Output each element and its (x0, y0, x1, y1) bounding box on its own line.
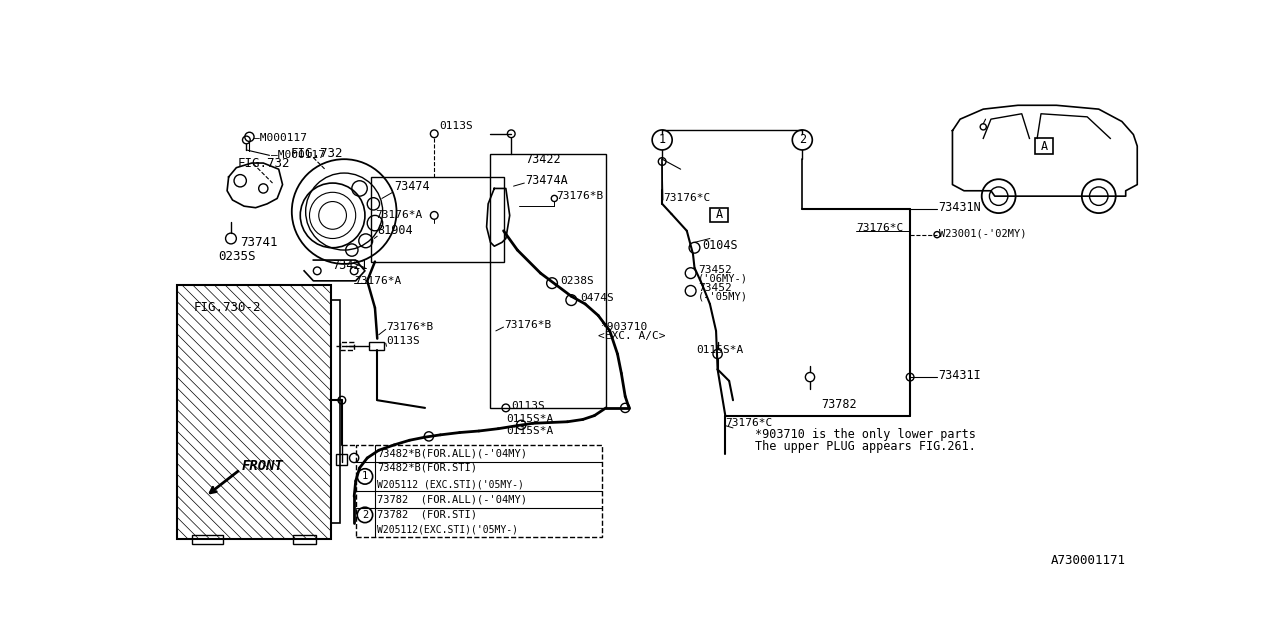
Text: 0235S: 0235S (219, 250, 256, 262)
Text: 73431I: 73431I (938, 369, 982, 382)
Text: FIG.730-2: FIG.730-2 (195, 301, 261, 314)
Text: A730001171: A730001171 (1051, 554, 1125, 567)
Text: 73176*A: 73176*A (355, 276, 402, 286)
Bar (340, 342, 355, 350)
Text: <EXC. A/C>: <EXC. A/C> (598, 332, 666, 341)
Text: 2: 2 (362, 510, 369, 520)
Text: 73176*B: 73176*B (387, 322, 434, 332)
Text: 1: 1 (659, 133, 666, 147)
Text: W23001(-'02MY): W23001(-'02MY) (938, 228, 1027, 238)
Text: 73176*C: 73176*C (856, 223, 904, 234)
Text: 73431N: 73431N (938, 201, 982, 214)
Text: 0115S*A: 0115S*A (506, 426, 553, 436)
Text: ('06MY-): ('06MY-) (699, 273, 749, 284)
Bar (369, 342, 384, 350)
Bar (177, 285, 332, 539)
Bar (192, 535, 223, 544)
Text: 73176*C: 73176*C (726, 419, 773, 428)
Text: 73452: 73452 (699, 265, 732, 275)
Text: 81904: 81904 (378, 224, 413, 237)
Text: 73176*B: 73176*B (556, 191, 603, 201)
Bar (371, 177, 503, 262)
Bar (337, 454, 347, 465)
Text: A: A (716, 208, 723, 221)
Text: 73176*B: 73176*B (504, 320, 552, 330)
Text: 73452: 73452 (699, 283, 732, 292)
Text: 73482*B(FOR.ALL)(-'04MY): 73482*B(FOR.ALL)(-'04MY) (378, 449, 527, 458)
Text: 73782  (FOR.ALL)(-'04MY): 73782 (FOR.ALL)(-'04MY) (378, 495, 527, 504)
Bar (356, 445, 602, 537)
Text: 1: 1 (362, 472, 369, 481)
Text: —M000117: —M000117 (253, 133, 307, 143)
Text: 0238S: 0238S (561, 276, 594, 286)
Text: *903710 is the only lower parts: *903710 is the only lower parts (755, 428, 975, 442)
Text: 73782  (FOR.STI): 73782 (FOR.STI) (378, 510, 477, 520)
Text: 73482*B(FOR.STI): 73482*B(FOR.STI) (378, 463, 477, 473)
Text: FRONT: FRONT (242, 459, 284, 473)
Bar (332, 300, 340, 524)
Text: The upper PLUG appears FIG.261.: The upper PLUG appears FIG.261. (755, 440, 975, 453)
Text: 0474S: 0474S (580, 292, 613, 303)
Text: 73782: 73782 (822, 397, 858, 410)
Circle shape (652, 130, 672, 150)
Text: A: A (1041, 140, 1047, 152)
Text: —M000117: —M000117 (271, 150, 325, 161)
Text: 73176*C: 73176*C (664, 193, 710, 203)
Bar (490, 154, 605, 408)
Bar (710, 208, 728, 221)
Bar (1034, 138, 1053, 154)
Text: 2: 2 (799, 133, 806, 147)
Text: 73421: 73421 (333, 259, 369, 272)
Text: 0113S: 0113S (511, 401, 545, 411)
Text: W205112(EXC.STI)('05MY-): W205112(EXC.STI)('05MY-) (378, 525, 518, 534)
Circle shape (792, 130, 813, 150)
Text: FIG.732: FIG.732 (238, 157, 291, 170)
Text: W205112 (EXC.STI)('05MY-): W205112 (EXC.STI)('05MY-) (378, 480, 524, 490)
Text: 0113S: 0113S (439, 121, 472, 131)
Text: 0115S*A: 0115S*A (696, 345, 744, 355)
Text: 73741: 73741 (241, 236, 278, 249)
Text: 0115S*A: 0115S*A (506, 415, 553, 424)
Bar (293, 535, 316, 544)
Text: 0113S: 0113S (387, 336, 420, 346)
Text: 73176*A: 73176*A (375, 211, 422, 220)
Text: *903710: *903710 (600, 322, 646, 332)
Text: 0104S: 0104S (703, 239, 737, 252)
Text: 73474A: 73474A (525, 174, 568, 188)
Text: (-'05MY): (-'05MY) (699, 291, 749, 301)
Text: 73474: 73474 (394, 180, 430, 193)
Text: FIG.732: FIG.732 (291, 147, 343, 160)
Text: 73422: 73422 (525, 154, 561, 166)
